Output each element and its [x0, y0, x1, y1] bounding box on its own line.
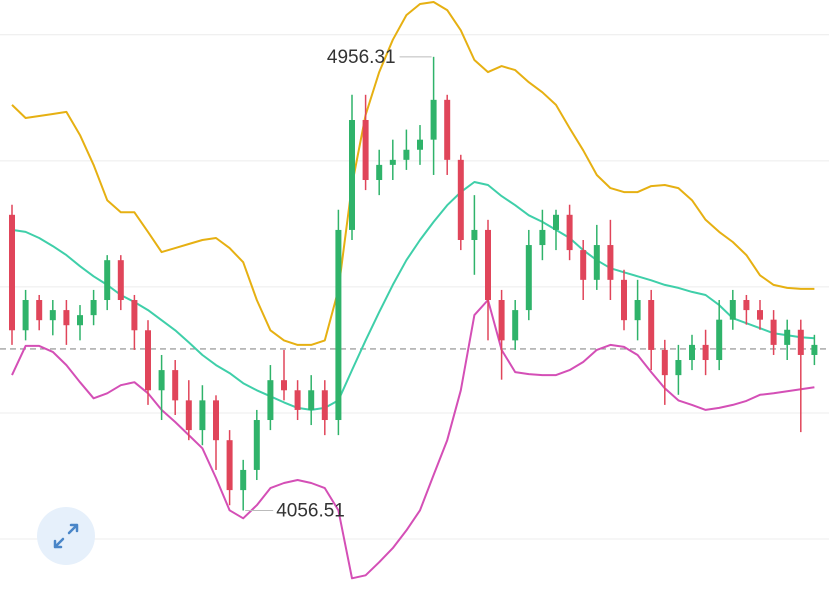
candle-body: [661, 349, 668, 376]
candle-body: [457, 159, 464, 241]
high-label: 4956.31: [327, 47, 396, 68]
candle-body: [9, 214, 15, 331]
candle-body: [104, 260, 111, 301]
candle-body: [621, 279, 627, 321]
candle-body: [253, 420, 260, 470]
candle-body: [485, 229, 491, 301]
candle-body: [498, 300, 505, 341]
candle-body: [349, 120, 355, 230]
candle-body: [512, 310, 519, 341]
candle-body: [389, 159, 396, 165]
candle-body: [811, 344, 818, 355]
candle-body: [566, 214, 573, 251]
candle-body: [702, 344, 709, 361]
candle-body: [77, 315, 83, 326]
candles: [9, 56, 818, 511]
candle-body: [553, 214, 559, 230]
candle-body: [743, 300, 750, 311]
grid: [0, 34, 829, 540]
candle-body: [471, 229, 478, 241]
candle-body: [593, 245, 600, 280]
candle-body: [417, 139, 423, 150]
candle-body: [539, 229, 546, 246]
candle-body: [784, 329, 791, 345]
low-label: 4056.51: [276, 501, 345, 522]
candle-body: [335, 229, 342, 421]
candle-body: [430, 99, 437, 140]
band-line: [11, 299, 815, 580]
candle-body: [580, 250, 587, 280]
candle-body: [294, 390, 301, 410]
labels: 4956.31 4056.51: [245, 47, 432, 522]
candle-body: [757, 310, 763, 320]
candle-body: [172, 370, 179, 401]
candle-body: [226, 440, 233, 491]
candle-body: [770, 319, 777, 345]
candle-body: [607, 245, 614, 280]
candle-body: [213, 400, 219, 441]
candle-body: [240, 469, 247, 491]
candle-body: [185, 400, 192, 431]
candle-body: [267, 380, 274, 421]
candle-body: [131, 300, 138, 331]
candle-body: [729, 300, 736, 320]
band-line: [11, 1, 815, 346]
candle-body: [376, 164, 383, 181]
candle-body: [689, 344, 695, 361]
candle-body: [117, 260, 124, 301]
candle-body: [281, 380, 287, 391]
candle-body: [22, 300, 29, 331]
candle-body: [444, 99, 451, 160]
band-line: [11, 181, 815, 411]
candle-body: [634, 300, 641, 321]
candle-body: [158, 370, 165, 391]
candle-body: [675, 360, 682, 376]
candle-body: [403, 149, 410, 160]
candle-body: [145, 330, 151, 391]
candle-body: [525, 245, 532, 311]
candle-body: [90, 300, 97, 316]
candle-body: [648, 300, 655, 350]
candle-body: [308, 390, 315, 410]
candle-body: [321, 390, 328, 421]
expand-icon: [53, 523, 79, 549]
candle-body: [199, 400, 206, 431]
candle-body: [716, 319, 723, 361]
candle-body: [49, 310, 56, 321]
candle-body: [36, 300, 43, 321]
candle-body: [63, 310, 70, 326]
bands: [11, 1, 815, 580]
candle-body: [797, 329, 804, 355]
button-bg: [37, 507, 95, 565]
candle-body: [362, 120, 369, 181]
expand-button[interactable]: [37, 507, 95, 565]
